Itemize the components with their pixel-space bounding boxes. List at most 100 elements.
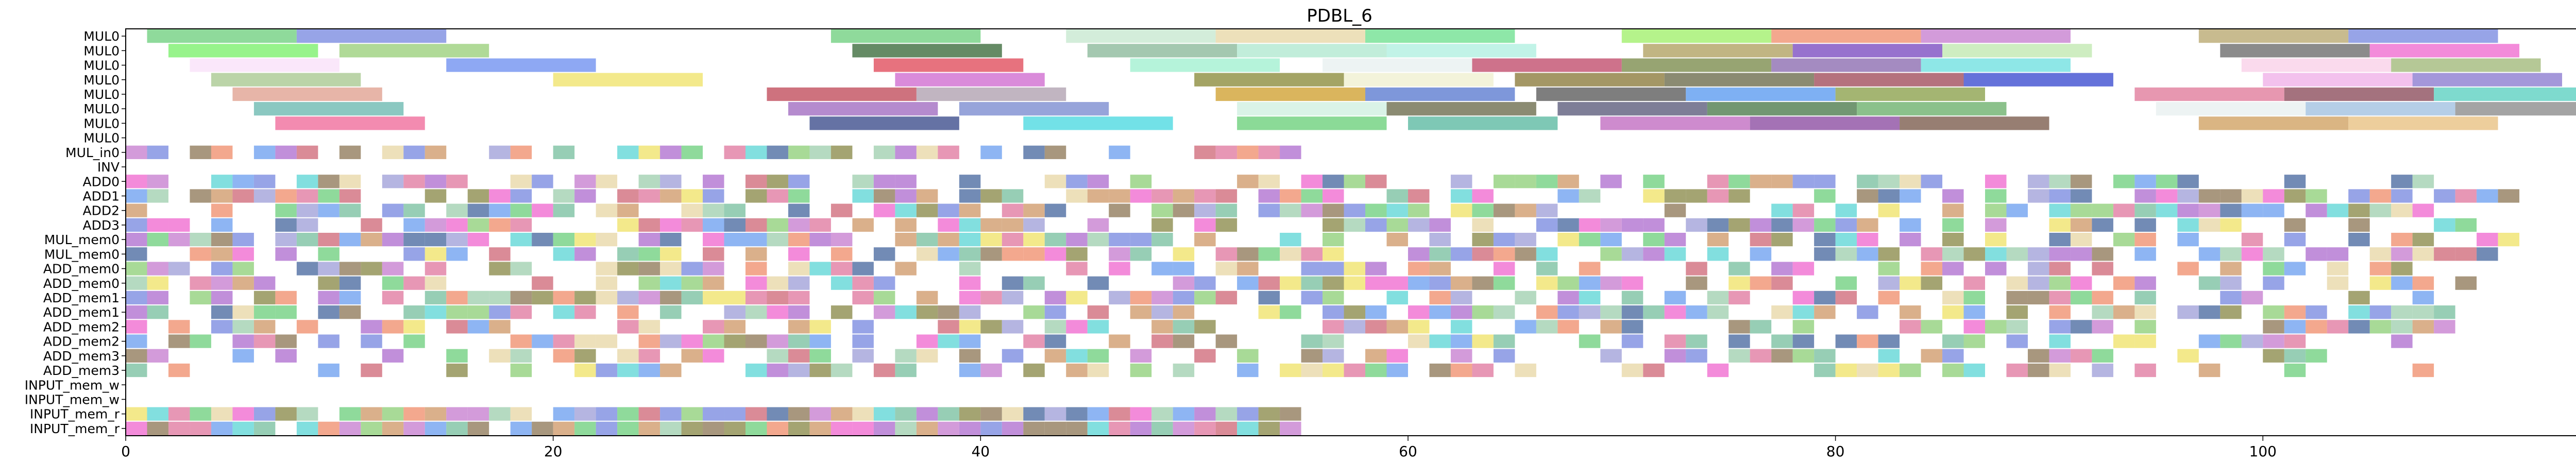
op-block xyxy=(510,145,532,159)
op-block xyxy=(147,349,168,363)
op-block xyxy=(1215,145,1238,159)
op-block xyxy=(938,233,959,247)
op-block xyxy=(767,305,788,319)
op-block xyxy=(681,218,703,232)
gantt-bar xyxy=(2284,87,2434,101)
op-block xyxy=(296,421,318,435)
row-label: MUL0 xyxy=(83,29,120,44)
gantt-bar xyxy=(232,87,382,101)
op-block xyxy=(788,203,810,217)
op-block xyxy=(1985,247,2007,261)
op-block xyxy=(2027,262,2049,276)
op-block xyxy=(361,334,382,348)
op-block xyxy=(809,145,831,159)
op-block xyxy=(2156,175,2178,188)
op-block xyxy=(2284,262,2306,276)
op-block xyxy=(1002,218,1024,232)
op-block xyxy=(467,203,489,217)
op-block xyxy=(2134,233,2156,247)
op-block xyxy=(1472,305,1494,319)
op-block xyxy=(1814,189,1836,203)
op-block xyxy=(895,262,917,276)
op-block xyxy=(2306,247,2327,261)
op-block xyxy=(2134,175,2156,188)
op-block xyxy=(2306,320,2327,334)
op-block xyxy=(1621,276,1643,290)
row-label: MUL0 xyxy=(83,116,120,131)
gantt-bar xyxy=(1900,116,2049,130)
op-block xyxy=(938,247,959,261)
row-label: MUL0 xyxy=(83,101,120,116)
op-block xyxy=(809,407,831,421)
op-block xyxy=(1087,233,1109,247)
op-block xyxy=(2198,305,2221,319)
op-block xyxy=(296,145,318,159)
gantt-bar xyxy=(2391,58,2541,72)
op-block xyxy=(724,145,745,159)
op-block xyxy=(339,145,361,159)
op-block xyxy=(553,407,575,421)
op-block xyxy=(1408,203,1430,217)
op-block xyxy=(1835,334,1857,348)
op-block xyxy=(831,421,853,435)
op-block xyxy=(1878,175,1900,188)
op-block xyxy=(2027,276,2049,290)
gantt-bar xyxy=(1215,87,1365,101)
op-block xyxy=(1728,290,1750,305)
gantt-bar xyxy=(2434,87,2576,101)
op-block xyxy=(745,145,767,159)
op-block xyxy=(339,175,361,188)
op-block xyxy=(1579,334,1601,348)
op-block xyxy=(938,320,959,334)
op-block xyxy=(1344,305,1365,319)
op-block xyxy=(1130,233,1152,247)
op-block xyxy=(253,305,276,319)
op-block xyxy=(1878,276,1900,290)
op-block xyxy=(596,334,618,348)
op-block xyxy=(553,290,575,305)
op-block xyxy=(339,189,361,203)
op-block xyxy=(446,247,468,261)
op-block xyxy=(852,262,874,276)
op-block xyxy=(703,247,724,261)
op-block xyxy=(232,407,254,421)
op-block xyxy=(2412,305,2434,319)
op-block xyxy=(2284,349,2306,363)
op-block xyxy=(446,305,468,319)
op-block xyxy=(1386,276,1408,290)
op-block xyxy=(253,276,276,290)
op-block xyxy=(574,334,596,348)
op-block xyxy=(382,421,404,435)
op-block xyxy=(660,189,682,203)
op-block xyxy=(532,334,553,348)
op-block xyxy=(2134,320,2156,334)
op-block xyxy=(1301,276,1323,290)
op-block xyxy=(2263,349,2284,363)
op-block xyxy=(2241,233,2263,247)
op-block xyxy=(126,363,147,378)
op-block xyxy=(681,334,703,348)
op-block xyxy=(446,218,468,232)
op-block xyxy=(638,175,660,188)
op-block xyxy=(253,320,276,334)
op-block xyxy=(1900,233,1921,247)
op-block xyxy=(1280,407,1301,421)
op-block xyxy=(980,363,1002,378)
op-block xyxy=(703,290,724,305)
op-block xyxy=(638,320,660,334)
op-block xyxy=(296,233,318,247)
op-block xyxy=(1365,349,1387,363)
row-label: ADD_mem0 xyxy=(43,276,120,291)
op-block xyxy=(2434,320,2455,334)
op-block xyxy=(1792,262,1815,276)
op-block xyxy=(660,247,682,261)
op-block xyxy=(638,276,660,290)
gantt-bar xyxy=(2348,29,2498,43)
op-block xyxy=(2049,349,2071,363)
op-block xyxy=(703,276,724,290)
op-block xyxy=(1130,247,1152,261)
op-block xyxy=(2006,363,2028,378)
op-block xyxy=(510,175,532,188)
op-block xyxy=(831,145,853,159)
row-label: ADD0 xyxy=(82,174,120,189)
